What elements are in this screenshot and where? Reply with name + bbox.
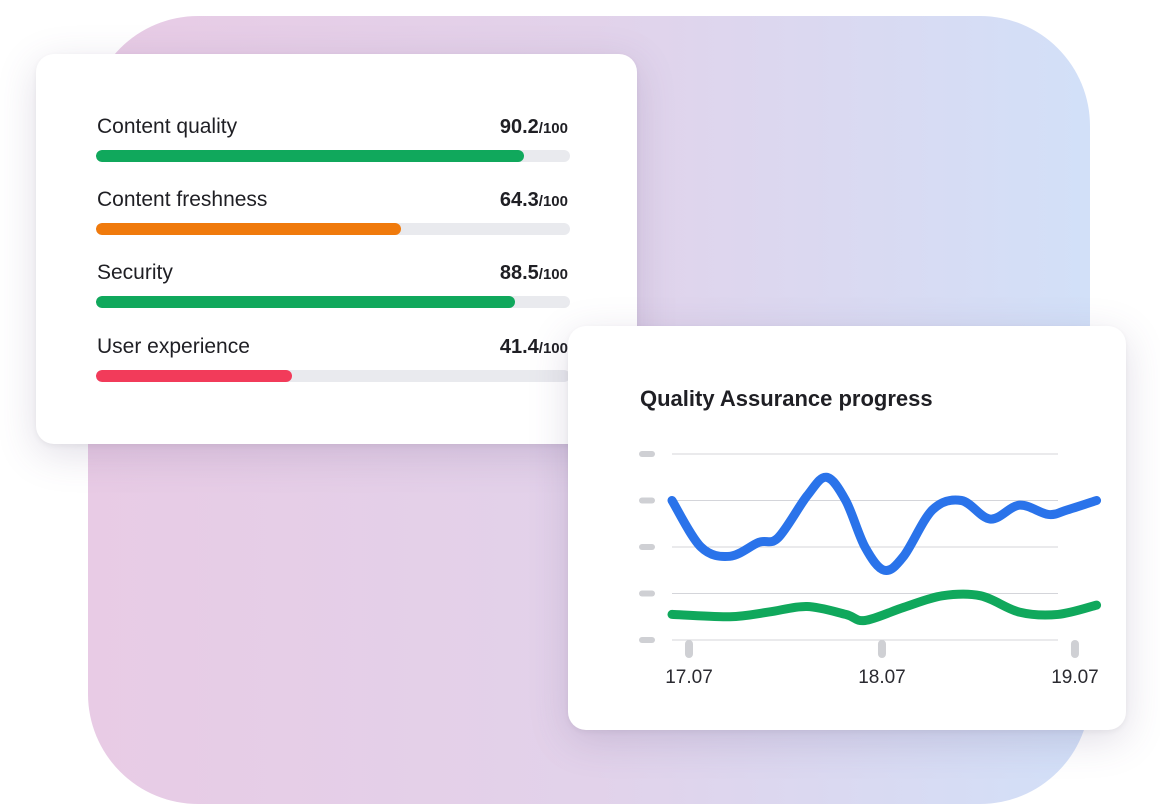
metric-score: 90.2/100 — [500, 114, 568, 142]
metric-value: 90.2 — [499, 116, 539, 138]
progress-track — [96, 370, 570, 382]
metric-max: /100 — [538, 193, 568, 210]
metric-security: Security 88.5/100 — [96, 260, 570, 310]
metric-max: /100 — [538, 120, 568, 137]
metric-score: 64.3/100 — [500, 187, 568, 215]
x-tick-label: 17.07 — [665, 667, 713, 688]
progress-track — [96, 296, 570, 308]
metric-score: 41.4/100 — [500, 334, 568, 362]
metric-max: /100 — [538, 266, 568, 283]
metric-content-freshness: Content freshness 64.3/100 — [96, 187, 570, 237]
metric-label: Content freshness — [97, 188, 268, 211]
series-line-1 — [667, 472, 1102, 575]
metric-value: 41.4 — [499, 336, 539, 358]
metric-user-experience: User experience 41.4/100 — [96, 334, 570, 384]
progress-fill — [96, 370, 293, 382]
quality-assurance-line-chart: 17.07 18.07 19.07 — [639, 451, 1102, 688]
progress-track — [96, 223, 570, 235]
progress-fill — [96, 223, 401, 235]
progress-fill — [96, 150, 524, 162]
metric-value: 88.5 — [499, 262, 539, 284]
metric-label: Content quality — [97, 115, 238, 138]
metric-score: 88.5/100 — [500, 260, 568, 288]
chart-title: Quality Assurance progress — [640, 386, 933, 411]
progress-fill — [96, 296, 516, 308]
metric-label: User experience — [97, 335, 250, 358]
metric-max: /100 — [538, 340, 568, 357]
scores-card: Content quality 90.2/100 Content freshne… — [36, 54, 637, 444]
series-line-2 — [667, 589, 1102, 626]
metric-value: 64.3 — [499, 189, 539, 211]
progress-track — [96, 150, 570, 162]
x-tick-label: 19.07 — [1051, 667, 1099, 688]
metric-label: Security — [97, 261, 173, 284]
chart-card: Quality Assurance progress 17.07 18.07 19.… — [568, 326, 1126, 730]
metric-content-quality: Content quality 90.2/100 — [96, 114, 570, 164]
x-tick-label: 18.07 — [858, 667, 906, 688]
